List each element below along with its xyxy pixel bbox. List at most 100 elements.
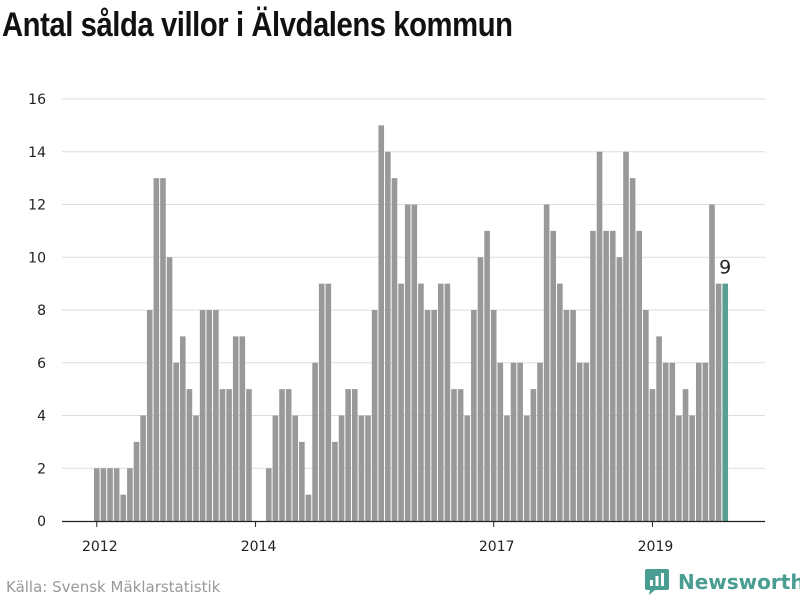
bar: [418, 283, 424, 521]
bar: [146, 310, 153, 521]
bar: [193, 415, 199, 521]
bar: [643, 310, 649, 521]
bar: [662, 362, 669, 521]
bar: [709, 204, 715, 521]
chart-title: Antal sålda villor i Älvdalens kommun: [2, 6, 513, 44]
bar: [100, 468, 107, 521]
bar: [325, 283, 332, 521]
bar: [590, 230, 596, 521]
bar: [484, 230, 490, 521]
bar: [523, 415, 530, 521]
bar: [563, 310, 570, 521]
bar: [596, 151, 603, 521]
y-tick-label: 4: [37, 409, 46, 425]
bar: [603, 230, 609, 521]
bar: [676, 415, 682, 521]
bar: [173, 362, 179, 521]
bar: [318, 283, 325, 521]
bar: [385, 151, 391, 521]
bar: [120, 494, 127, 521]
brand-logo[interactable]: Newsworthy: [644, 567, 800, 597]
bar: [550, 230, 557, 521]
y-tick-label: 8: [37, 303, 46, 319]
bar: [404, 204, 411, 521]
bar: [391, 178, 398, 521]
bar: [127, 468, 133, 521]
bar: [160, 178, 166, 521]
bar: [537, 362, 543, 521]
x-tick-label: 2012: [82, 539, 118, 555]
bar: [272, 415, 279, 521]
bar: [636, 230, 643, 521]
bar: [682, 389, 689, 521]
bar: [239, 336, 246, 521]
bar: [583, 362, 590, 521]
x-tick-label: 2014: [241, 539, 277, 555]
y-tick-label: 12: [28, 198, 46, 214]
bar: [451, 389, 457, 521]
bar: [398, 283, 404, 521]
bar: [299, 441, 305, 521]
bar: [113, 468, 120, 521]
source-text: Källa: Svensk Mäklarstatistik: [6, 578, 221, 596]
bar: [715, 283, 722, 521]
bar: [609, 230, 616, 521]
bar: [656, 336, 662, 521]
bar: [365, 415, 371, 521]
bar: [543, 204, 550, 521]
bar: [490, 310, 497, 521]
last-value-label: 9: [719, 257, 731, 279]
bar: [153, 178, 160, 521]
bar: [616, 257, 623, 521]
y-tick-label: 0: [37, 514, 46, 530]
y-tick-label: 2: [37, 461, 46, 477]
x-axis: 2012 2014 2017 2019: [62, 520, 765, 555]
bar: [206, 310, 213, 521]
bar: [702, 362, 709, 521]
bar: [351, 389, 358, 521]
bar: [338, 415, 345, 521]
bar: [279, 389, 285, 521]
bar: [213, 310, 219, 521]
bar: [292, 415, 299, 521]
bar: [378, 125, 385, 521]
bar: [133, 441, 140, 521]
bar: [517, 362, 523, 521]
bar: [305, 494, 312, 521]
y-tick-label: 6: [37, 356, 46, 372]
brand-name: Newsworthy: [678, 570, 800, 594]
x-tick-label: 2017: [479, 539, 515, 555]
bar: [437, 283, 444, 521]
bar: [477, 257, 484, 521]
bar: [669, 362, 676, 521]
bar: [179, 336, 186, 521]
bar: [219, 389, 226, 521]
bar: [312, 362, 318, 521]
bar: [457, 389, 464, 521]
y-axis-ticks: 0 2 4 6 8 10 12 14 16: [28, 92, 46, 530]
bar: [504, 415, 510, 521]
bar: [166, 257, 173, 521]
y-tick-label: 16: [28, 92, 46, 108]
bar: [471, 310, 477, 521]
annotations: 9: [719, 257, 731, 279]
bar: [332, 441, 338, 521]
bar: [358, 415, 365, 521]
bar: [623, 151, 629, 521]
y-tick-label: 14: [28, 145, 46, 161]
bar: [107, 468, 113, 521]
bar: [140, 415, 146, 521]
bar: [94, 468, 100, 521]
bar: [530, 389, 537, 521]
bar: [557, 283, 563, 521]
bar: [464, 415, 471, 521]
bar: [649, 389, 656, 521]
bar: [576, 362, 583, 521]
bar: [371, 310, 378, 521]
bar: [232, 336, 239, 521]
bar: [510, 362, 517, 521]
bar: [285, 389, 292, 521]
bar: [199, 310, 206, 521]
bar: [265, 468, 272, 521]
newsworthy-logo-icon: [645, 569, 669, 595]
